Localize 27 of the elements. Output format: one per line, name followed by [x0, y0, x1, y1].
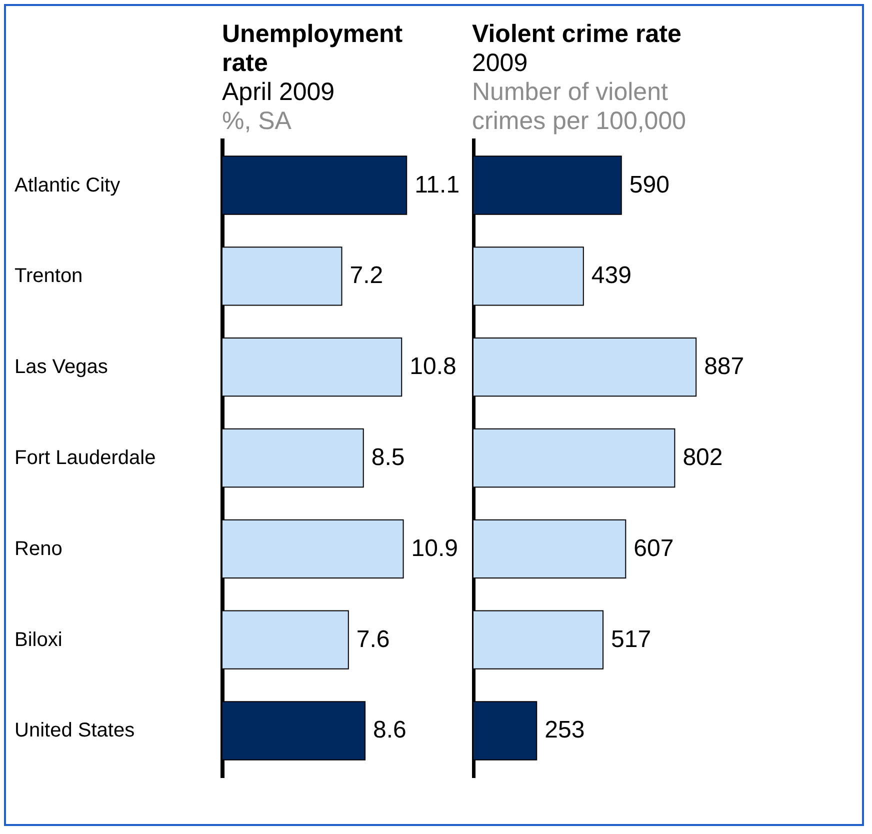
chart-subtitle: 2009 [472, 49, 529, 78]
y-tick-label: Las Vegas [14, 356, 108, 378]
y-tick-label: Atlantic City [14, 174, 120, 196]
data-label: 887 [704, 353, 744, 380]
data-label: 590 [629, 171, 670, 198]
data-label: 607 [634, 534, 674, 562]
data-label: 439 [591, 262, 632, 290]
y-tick-label: Reno [14, 538, 62, 560]
data-label: 7.2 [350, 262, 384, 290]
y-tick-label: Biloxi [14, 628, 62, 651]
data-label: 8.5 [371, 444, 405, 471]
y-tick-label: United States [14, 720, 135, 742]
data-label: 517 [611, 626, 652, 653]
data-label: 253 [544, 716, 585, 744]
chart-subtitle: April 2009 [222, 78, 336, 107]
chart-title: Violent crime rate [472, 20, 682, 49]
text: Number of violent crimes per 100,000 [472, 78, 687, 136]
data-label: 10.9 [411, 534, 458, 562]
chart-title: Unemployment rate [222, 20, 404, 78]
data-label: 7.6 [356, 626, 390, 653]
data-label: 11.1 [414, 171, 460, 198]
data-label: 10.8 [410, 353, 456, 380]
data-label: 802 [682, 444, 723, 471]
data-label: 8.6 [373, 716, 406, 744]
y-tick-label: Fort Lauderdale [14, 447, 156, 469]
y-tick-label: Trenton [14, 265, 83, 288]
text: %, SA [222, 107, 292, 136]
